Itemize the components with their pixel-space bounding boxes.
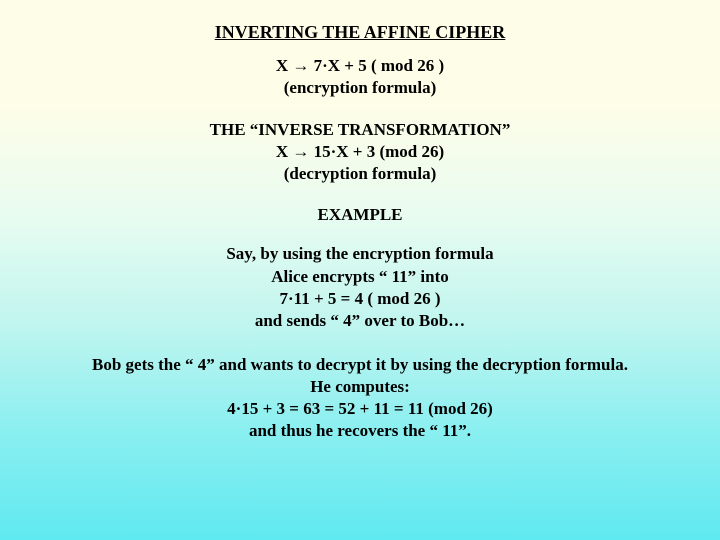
- inverse-label: (decryption formula): [0, 163, 720, 185]
- example-line: and sends “ 4” over to Bob…: [0, 310, 720, 332]
- inverse-heading: THE “INVERSE TRANSFORMATION”: [0, 119, 720, 141]
- inverse-block: THE “INVERSE TRANSFORMATION” X → 15·X + …: [0, 119, 720, 185]
- example-line: 4·15 + 3 = 63 = 52 + 11 = 11 (mod 26): [0, 398, 720, 420]
- encryption-block: X → 7·X + 5 ( mod 26 ) (encryption formu…: [0, 55, 720, 99]
- encryption-formula: X → 7·X + 5 ( mod 26 ): [0, 55, 720, 77]
- page-title: INVERTING THE AFFINE CIPHER: [0, 22, 720, 43]
- example-line: He computes:: [0, 376, 720, 398]
- example-paragraph-1: Say, by using the encryption formula Ali…: [0, 243, 720, 331]
- example-heading: EXAMPLE: [0, 205, 720, 225]
- example-line: Alice encrypts “ 11” into: [0, 266, 720, 288]
- inverse-formula: X → 15·X + 3 (mod 26): [0, 141, 720, 163]
- encryption-label: (encryption formula): [0, 77, 720, 99]
- example-line: 7·11 + 5 = 4 ( mod 26 ): [0, 288, 720, 310]
- example-line: Say, by using the encryption formula: [0, 243, 720, 265]
- example-line: Bob gets the “ 4” and wants to decrypt i…: [0, 354, 720, 376]
- example-paragraph-2: Bob gets the “ 4” and wants to decrypt i…: [0, 354, 720, 442]
- example-line: and thus he recovers the “ 11”.: [0, 420, 720, 442]
